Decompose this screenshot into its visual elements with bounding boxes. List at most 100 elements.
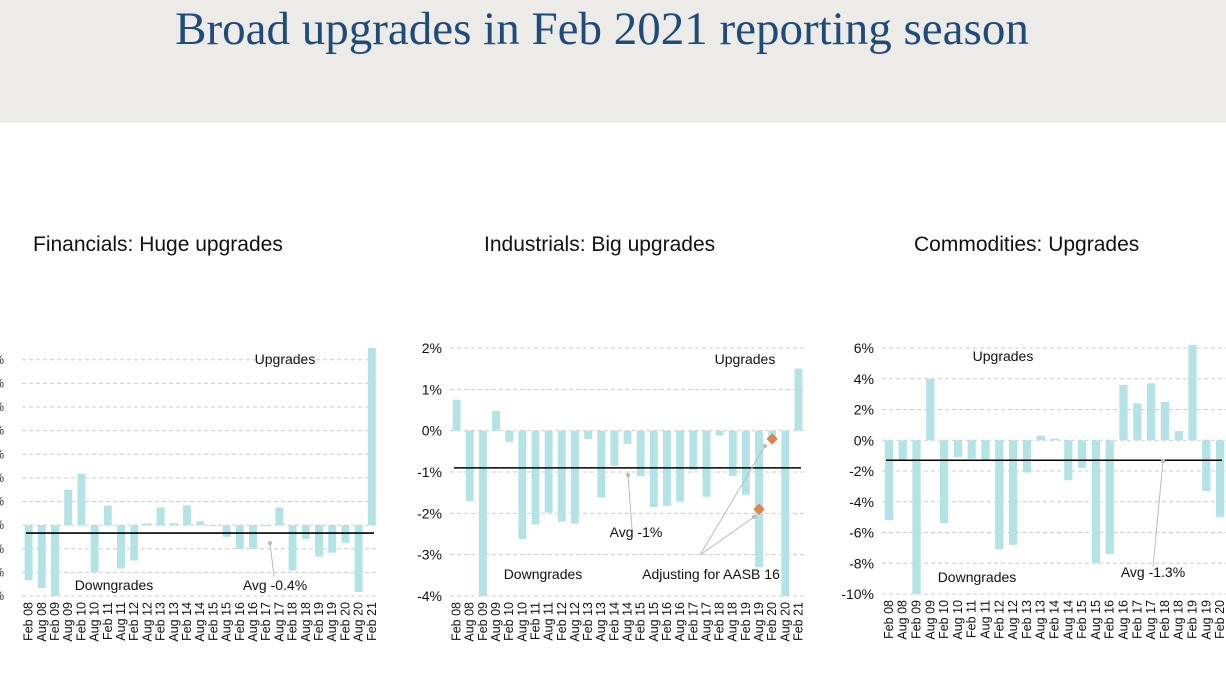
industrials-aasb-marker	[766, 433, 778, 445]
financials-x-tick-label: Aug 14	[193, 602, 207, 642]
financials-bar	[341, 525, 350, 543]
financials-y-tick-label-clipped: %	[0, 542, 4, 556]
industrials-x-tick-label: Feb 17	[686, 602, 700, 641]
industrials-bar	[570, 430, 579, 524]
industrials-aasb-label: Adjusting for AASB 16	[642, 566, 780, 582]
industrials-y-tick-label: -4%	[417, 588, 442, 604]
financials-x-tick-label: Feb 08	[22, 602, 36, 641]
financials-x-tick-label: Aug 13	[167, 602, 181, 642]
industrials-x-tick-label: Aug 11	[542, 602, 556, 641]
financials-y-tick-label-clipped: %	[0, 353, 4, 367]
industrials-x-tick-label: Aug 16	[673, 602, 687, 642]
financials-upgrades-label: Upgrades	[255, 351, 316, 367]
financials-bar	[143, 523, 152, 526]
commodities-downgrades-label: Downgrades	[938, 569, 1017, 585]
financials-x-tick-label: Aug 16	[246, 602, 260, 642]
commodities-y-tick-label: -10%	[841, 586, 874, 602]
commodities-x-tick-label: Aug 17	[1144, 600, 1158, 640]
financials-x-tick-label: Aug 18	[299, 602, 313, 642]
financials-bar	[90, 525, 99, 573]
industrials-arrow-head	[625, 472, 631, 478]
industrials-bar	[452, 399, 461, 431]
commodities-x-tick-label: Feb 11	[965, 600, 979, 638]
financials-bar	[24, 525, 33, 581]
financials-x-tick-label: Aug 11	[114, 602, 128, 641]
commodities-x-tick-label: Feb 19	[1186, 600, 1200, 639]
financials-bar	[156, 507, 165, 526]
industrials-bar	[465, 430, 474, 501]
industrials-arrow-head	[762, 443, 768, 449]
industrials-x-tick-label: Feb 21	[791, 602, 805, 641]
financials-x-tick-label: Feb 14	[180, 602, 194, 641]
financials-bar	[235, 525, 244, 549]
financials-x-tick-label: Feb 20	[338, 602, 352, 641]
financials-x-tick-label: Feb 13	[154, 602, 168, 641]
industrials-bar	[741, 430, 750, 495]
industrials-x-tick-label: Aug 15	[647, 602, 661, 642]
industrials-bar	[518, 430, 527, 539]
commodities-bar	[1119, 384, 1128, 441]
commodities-y-tick-label: -4%	[849, 494, 874, 510]
industrials-bar	[557, 430, 566, 522]
financials-y-tick-label-clipped: %	[0, 447, 4, 461]
financials-x-tick-label: Feb 19	[312, 602, 326, 641]
financials-y-tick-label-clipped: %	[0, 400, 4, 414]
financials-x-tick-label: Aug 20	[352, 602, 366, 642]
financials-bar	[37, 525, 46, 589]
industrials-bar	[649, 430, 658, 508]
commodities-bar	[1105, 440, 1114, 555]
financials-bar	[103, 505, 112, 526]
financials-x-tick-label: Feb 10	[74, 602, 88, 641]
industrials-bar	[794, 368, 803, 431]
industrials-bar	[623, 430, 632, 444]
industrials-bar	[505, 430, 514, 442]
industrials-x-tick-label: Aug 17	[699, 602, 713, 642]
commodities-x-tick-label: Feb 14	[1048, 600, 1062, 639]
financials-x-tick-label: Aug 12	[140, 602, 154, 642]
financials-x-tick-label: Aug 17	[272, 602, 286, 642]
commodities-bar	[1077, 440, 1087, 468]
commodities-bar	[1174, 431, 1183, 441]
industrials-annotation-arrow	[627, 474, 633, 530]
commodities-y-tick-label: 4%	[854, 371, 874, 387]
commodities-chart-title: Commodities: Upgrades	[914, 233, 1140, 256]
financials-x-tick-label: Feb 09	[48, 602, 62, 641]
commodities-x-tick-label: Aug 08	[896, 600, 910, 640]
industrials-bar	[636, 430, 645, 477]
industrials-bar	[584, 430, 593, 439]
commodities-bar	[912, 440, 921, 594]
financials-x-tick-label: Aug 19	[325, 602, 339, 642]
industrials-x-tick-label: Feb 13	[581, 602, 595, 641]
commodities-y-tick-label: -8%	[849, 555, 874, 571]
commodities-annotation-arrow	[1152, 460, 1164, 568]
industrials-bar	[492, 410, 500, 431]
financials-bar	[315, 525, 323, 557]
financials-x-tick-label: Aug 08	[35, 602, 49, 642]
title-banner	[0, 0, 1226, 123]
industrials-x-tick-label: Aug 14	[621, 602, 635, 642]
industrials-x-tick-label: Feb 15	[634, 602, 648, 641]
industrials-x-tick-label: Feb 19	[739, 602, 753, 641]
financials-x-tick-label: Feb 21	[365, 602, 379, 641]
industrials-upgrades-label: Upgrades	[715, 351, 776, 367]
commodities-bar	[1036, 435, 1045, 441]
financials-bar	[288, 525, 297, 571]
commodities-x-tick-label: Feb 12	[992, 600, 1006, 639]
commodities-bar	[939, 440, 949, 524]
industrials-x-tick-label: Feb 11	[528, 602, 542, 640]
financials-arrow-head	[267, 540, 273, 546]
industrials-bar	[478, 430, 487, 596]
commodities-bar	[926, 378, 935, 441]
financials-bar	[51, 525, 59, 596]
commodities-x-tick-label: Aug 14	[1061, 600, 1075, 640]
industrials-x-tick-label: Feb 09	[476, 602, 490, 641]
commodities-bar	[1188, 344, 1197, 441]
commodities-x-tick-label: Aug 19	[1199, 600, 1213, 640]
industrials-x-tick-label: Feb 14	[607, 602, 621, 641]
commodities-arrow-head	[1160, 458, 1166, 464]
industrials-x-tick-label: Aug 08	[463, 602, 477, 642]
commodities-avg-label: Avg -1.3%	[1121, 564, 1185, 580]
financials-downgrades-label: Downgrades	[75, 577, 154, 593]
industrials-y-tick-label: -1%	[417, 464, 442, 480]
commodities-x-tick-label: Aug 16	[1117, 600, 1131, 640]
